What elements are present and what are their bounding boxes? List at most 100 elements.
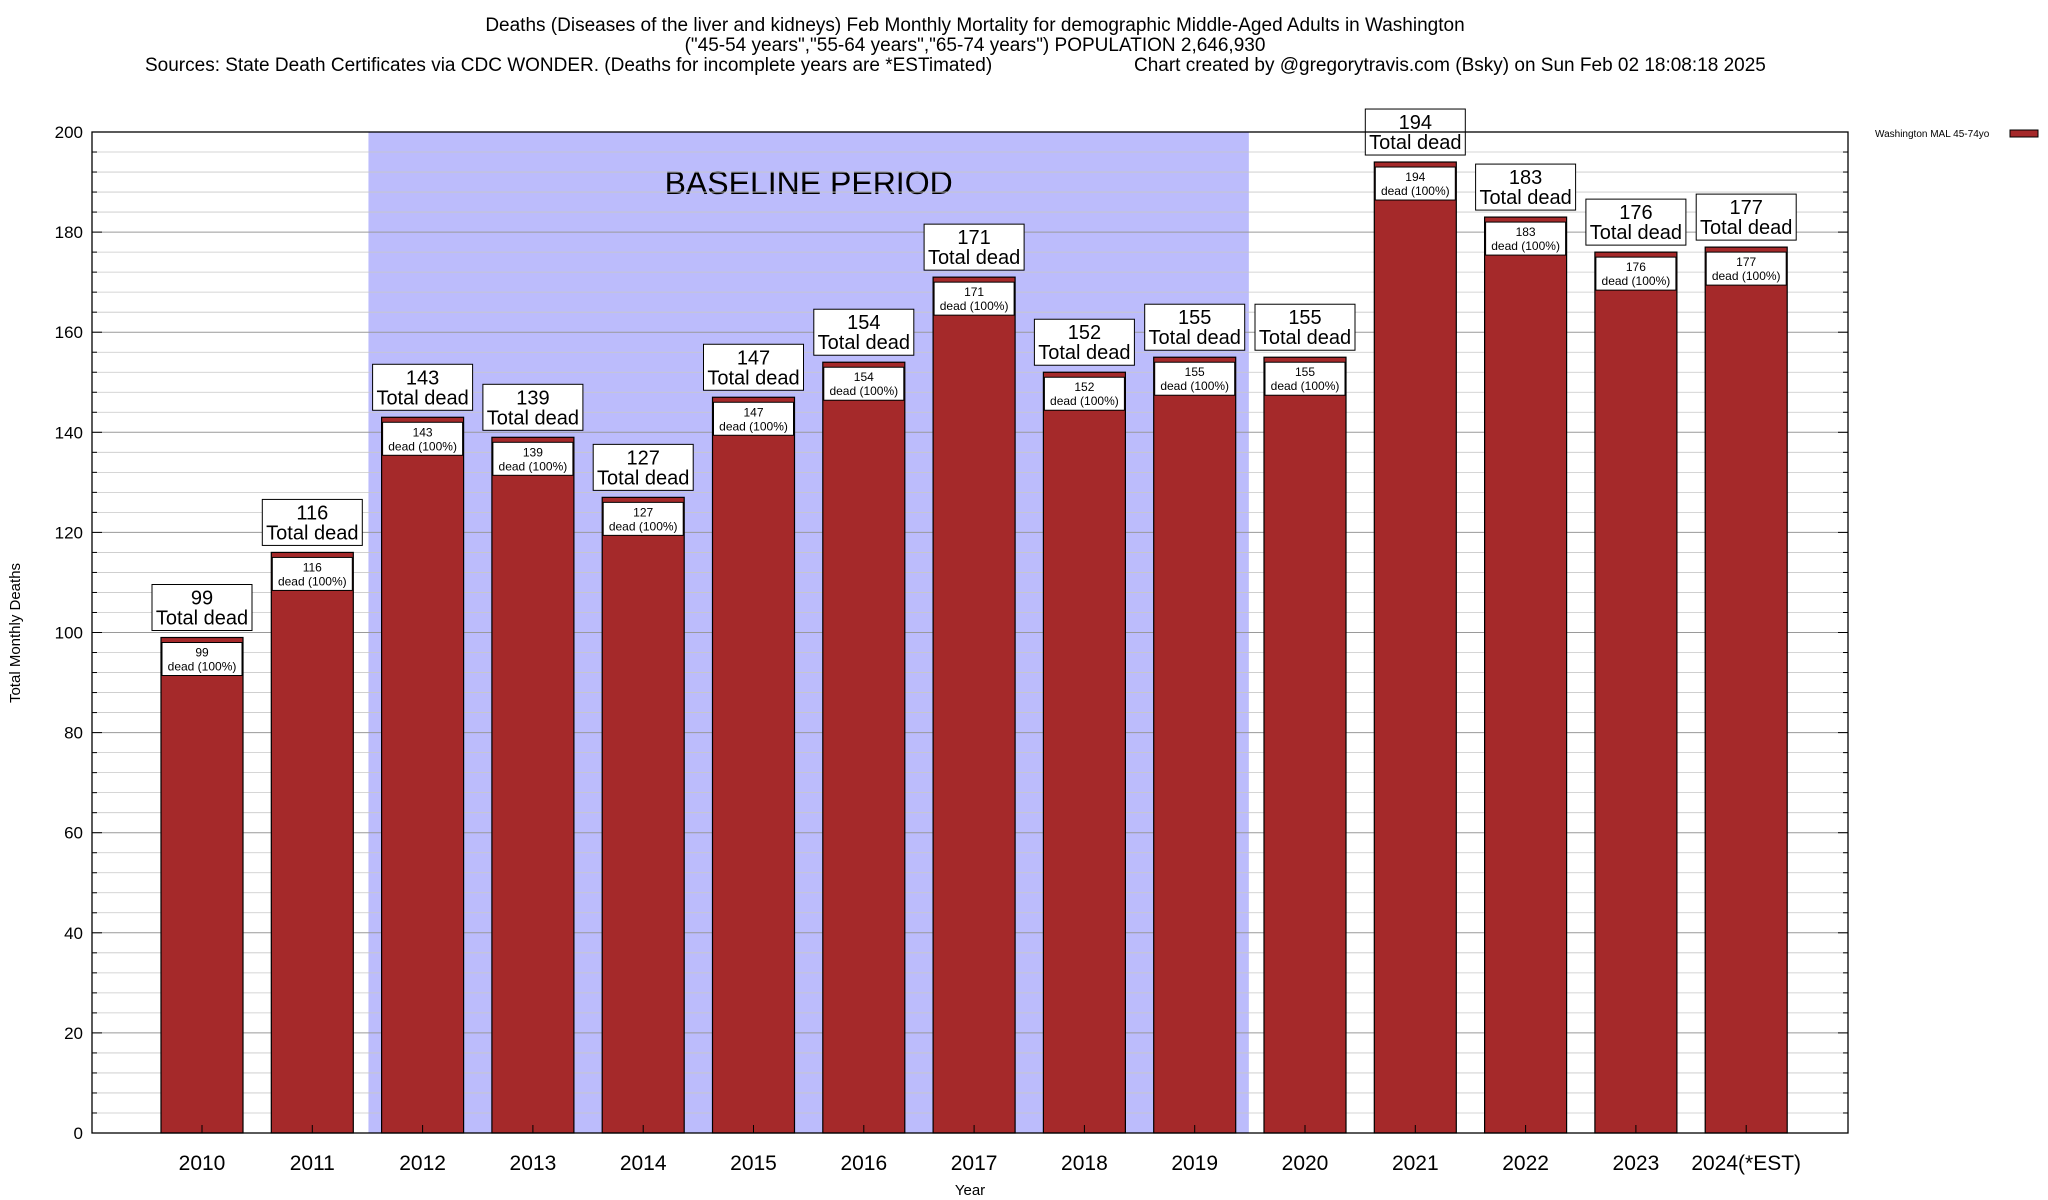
total-label-box <box>813 308 915 356</box>
inner-value-label: 155 <box>1185 365 1205 379</box>
inner-percent-label: dead (100%) <box>168 660 237 674</box>
total-value-label: 152 <box>1068 322 1101 344</box>
bar-2021 <box>1373 161 1457 1134</box>
legend: Washington MAL 45-74yo <box>1875 129 2039 140</box>
bar-2017 <box>932 276 1016 1134</box>
total-value-label: 177 <box>1730 197 1763 219</box>
total-label-box <box>1695 193 1797 241</box>
legend-swatch <box>2009 129 2039 138</box>
bar-2019 <box>1153 356 1237 1134</box>
x-tick-label: 2012 <box>399 1152 446 1175</box>
total-value-label: 99 <box>191 588 213 610</box>
total-label-box <box>372 363 474 411</box>
y-tick-label: 60 <box>64 824 83 843</box>
chart-titles: Deaths (Diseases of the liver and kidney… <box>145 15 1766 76</box>
y-tick-label: 80 <box>64 724 83 743</box>
y-tick-label: 40 <box>64 924 83 943</box>
total-value-label: 171 <box>957 227 990 249</box>
inner-label-box <box>1485 221 1567 256</box>
x-axis-title: Year <box>955 1182 985 1199</box>
total-value-label: 139 <box>516 387 549 409</box>
y-tick-label: 20 <box>64 1024 83 1043</box>
chart-title-line1: Deaths (Diseases of the liver and kidney… <box>485 15 1464 36</box>
total-text-label: Total dead <box>707 367 799 389</box>
total-text-label: Total dead <box>376 387 468 409</box>
total-label-box <box>261 498 363 546</box>
inner-value-label: 183 <box>1516 225 1536 239</box>
total-value-label: 155 <box>1288 307 1321 329</box>
y-tick-label: 0 <box>74 1124 83 1143</box>
x-tick-label: 2019 <box>1171 1152 1218 1175</box>
bar-2015 <box>711 396 796 1134</box>
total-value-label: 147 <box>737 347 770 369</box>
x-tick-label: 2010 <box>179 1152 226 1175</box>
total-value-label: 116 <box>296 502 328 524</box>
inner-value-label: 154 <box>854 370 874 384</box>
bar-2022 <box>1483 216 1568 1134</box>
x-tick-label: 2011 <box>290 1152 335 1175</box>
inner-percent-label: dead (100%) <box>1491 239 1560 253</box>
total-label-box <box>923 223 1025 271</box>
total-text-label: Total dead <box>1259 327 1351 349</box>
x-tick-label: 2024(*EST) <box>1691 1152 1801 1175</box>
inner-label-box <box>161 642 243 677</box>
total-text-label: Total dead <box>266 522 358 544</box>
inner-percent-label: dead (100%) <box>1160 379 1229 393</box>
y-tick-label: 100 <box>55 624 83 643</box>
x-tick-label: 2021 <box>1392 1152 1439 1175</box>
total-value-label: 194 <box>1399 112 1432 134</box>
total-label-box <box>1144 303 1246 351</box>
inner-percent-label: dead (100%) <box>1050 394 1119 408</box>
total-text-label: Total dead <box>487 407 579 429</box>
x-tick-label: 2023 <box>1613 1152 1660 1175</box>
total-text-label: Total dead <box>818 332 910 354</box>
total-label-box <box>482 383 584 431</box>
inner-value-label: 176 <box>1626 260 1646 274</box>
inner-percent-label: dead (100%) <box>609 519 678 533</box>
x-tick-label: 2013 <box>510 1152 557 1175</box>
total-label-box <box>703 343 804 391</box>
bar-2020 <box>1263 356 1347 1134</box>
x-tick-label: 2017 <box>951 1152 998 1175</box>
chart-sources-text: Sources: State Death Certificates via CD… <box>145 55 992 76</box>
total-text-label: Total dead <box>1038 342 1130 364</box>
bar-2024(*EST) <box>1704 246 1788 1134</box>
x-tick-label: 2016 <box>840 1152 887 1175</box>
inner-value-label: 143 <box>413 425 433 439</box>
inner-label-box <box>1154 361 1236 396</box>
inner-label-box <box>1374 166 1456 201</box>
x-tick-label: 2020 <box>1282 1152 1329 1175</box>
total-text-label: Total dead <box>597 467 689 489</box>
bar-2014 <box>601 496 685 1134</box>
inner-label-box <box>823 366 905 401</box>
plot-area: BASELINE PERIOD 0 20 40 60 80 100 120 140 160 180 2… <box>55 108 1849 1175</box>
inner-label-box <box>1264 361 1346 396</box>
y-axis-title: Total Monthly Deaths <box>7 563 24 703</box>
total-text-label: Total dead <box>1369 132 1461 154</box>
inner-percent-label: dead (100%) <box>1712 269 1781 283</box>
inner-label-box <box>1595 256 1677 291</box>
inner-percent-label: dead (100%) <box>719 419 788 433</box>
inner-percent-label: dead (100%) <box>940 299 1009 313</box>
inner-value-label: 139 <box>523 445 543 459</box>
total-label-box <box>151 584 253 632</box>
bar-2016 <box>822 361 906 1134</box>
x-tick-label: 2022 <box>1502 1152 1549 1175</box>
bar-2013 <box>491 436 575 1134</box>
inner-percent-label: dead (100%) <box>829 384 898 398</box>
inner-value-label: 116 <box>303 560 322 574</box>
inner-label-box <box>933 281 1015 316</box>
total-text-label: Total dead <box>1590 222 1682 244</box>
chart-credit-text: Chart created by @gregorytravis.com (Bsk… <box>1134 55 1766 76</box>
x-tick-label: 2018 <box>1061 1152 1108 1175</box>
total-value-label: 176 <box>1619 202 1652 224</box>
inner-value-label: 194 <box>1405 170 1425 184</box>
inner-label-box <box>382 421 464 456</box>
inner-percent-label: dead (100%) <box>388 439 457 453</box>
legend-label: Washington MAL 45-74yo <box>1875 129 1990 140</box>
inner-value-label: 152 <box>1074 380 1094 394</box>
plot-border <box>91 131 1849 1134</box>
total-value-label: 127 <box>627 447 660 469</box>
total-value-label: 143 <box>406 367 439 389</box>
total-text-label: Total dead <box>156 608 248 630</box>
